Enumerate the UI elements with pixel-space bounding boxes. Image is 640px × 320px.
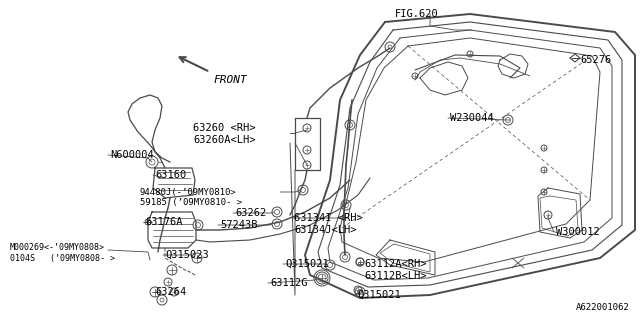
Text: 0104S   (’09MY0808- >: 0104S (’09MY0808- >: [10, 254, 115, 263]
Text: 63134J<LH>: 63134J<LH>: [294, 225, 356, 235]
Text: 63112G: 63112G: [270, 278, 307, 288]
Text: M000269<-’09MY0808>: M000269<-’09MY0808>: [10, 244, 105, 252]
Text: A622001062: A622001062: [576, 303, 630, 312]
Text: N600004: N600004: [110, 150, 154, 160]
Text: 63260A<LH>: 63260A<LH>: [193, 135, 255, 145]
Text: W300012: W300012: [556, 227, 600, 237]
Text: Q315021: Q315021: [285, 259, 329, 269]
Text: 63112B<LH>: 63112B<LH>: [364, 271, 426, 281]
Text: 63264: 63264: [155, 287, 186, 297]
Text: 94480J(-’09MY0810>: 94480J(-’09MY0810>: [140, 188, 237, 196]
Text: 63112A<RH>: 63112A<RH>: [364, 259, 426, 269]
Text: 63260 <RH>: 63260 <RH>: [193, 123, 255, 133]
Text: 65276: 65276: [580, 55, 611, 65]
Text: 63160: 63160: [155, 170, 186, 180]
Text: Q315021: Q315021: [357, 290, 401, 300]
Text: FRONT: FRONT: [213, 75, 247, 85]
Text: 59185 (’09MY0810- >: 59185 (’09MY0810- >: [140, 197, 242, 206]
Text: 63262: 63262: [235, 208, 266, 218]
Text: 63176A: 63176A: [145, 217, 182, 227]
Text: Q315023: Q315023: [165, 250, 209, 260]
Text: 63134I <RH>: 63134I <RH>: [294, 213, 363, 223]
Text: W230044: W230044: [450, 113, 493, 123]
Text: 57243B: 57243B: [220, 220, 257, 230]
Text: FIG.620: FIG.620: [395, 9, 439, 19]
